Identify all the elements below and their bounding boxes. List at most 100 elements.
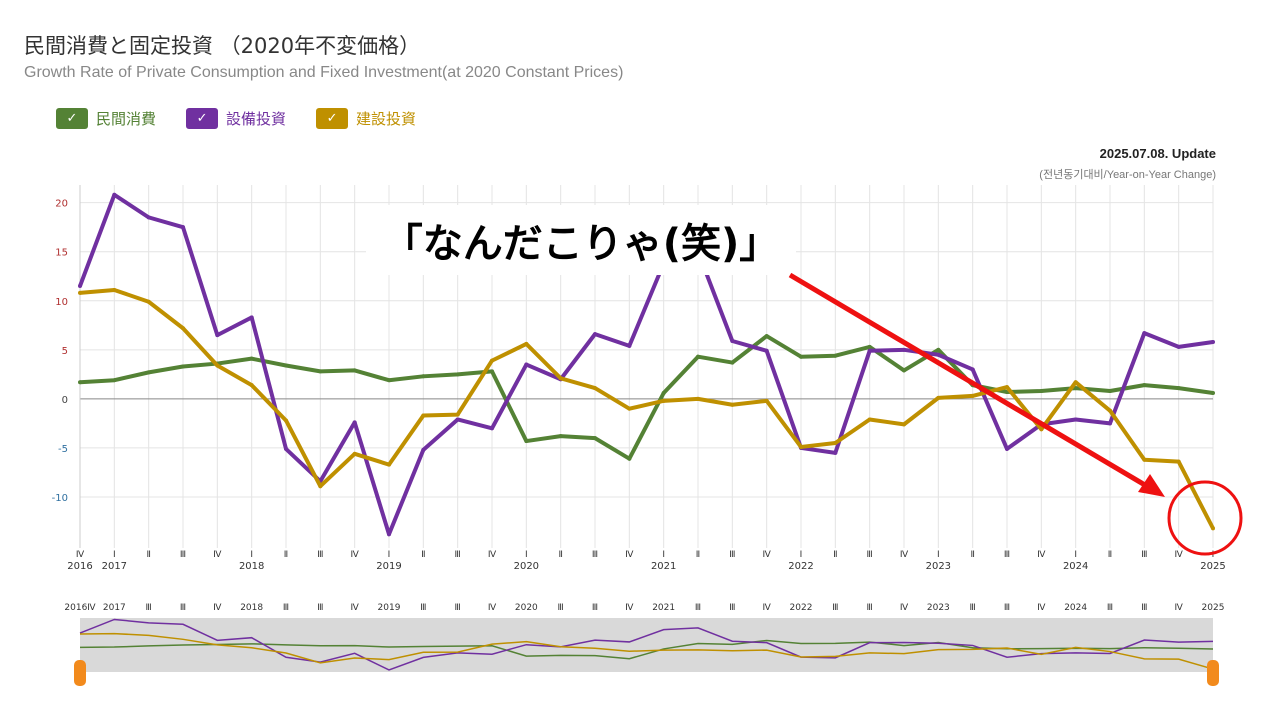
navigator-handle-left[interactable] — [74, 660, 86, 686]
data-point — [970, 383, 975, 388]
data-point — [249, 315, 254, 320]
data-point — [1108, 408, 1112, 413]
legend-label: 設備投資 — [226, 110, 287, 128]
data-point — [524, 362, 529, 367]
x-tick-quarter: Ⅱ — [696, 550, 700, 560]
data-point — [867, 348, 872, 353]
data-point — [936, 395, 941, 400]
x-tick-year: 2024 — [1063, 561, 1088, 572]
x-tick-quarter: Ⅰ — [937, 550, 940, 560]
navigator-label: Ⅲ — [729, 603, 735, 613]
navigator-label: Ⅳ — [625, 603, 634, 613]
navigator-label: Ⅳ — [1175, 603, 1184, 613]
x-tick-quarter: Ⅰ — [662, 550, 665, 560]
navigator-label: Ⅲ — [146, 603, 152, 613]
data-point — [455, 412, 460, 417]
data-point — [78, 284, 82, 289]
checkbox-icon[interactable]: ✓ — [316, 108, 349, 129]
data-point — [78, 290, 82, 295]
data-point — [387, 462, 391, 467]
x-tick-quarter: Ⅳ — [763, 550, 772, 560]
data-point — [1108, 389, 1112, 394]
navigator-label: Ⅲ — [455, 603, 461, 613]
navigator-label: Ⅲ — [317, 603, 323, 613]
x-tick-year: 2018 — [239, 561, 264, 572]
navigator-series-consumption — [79, 639, 1214, 660]
data-point — [970, 393, 975, 398]
x-tick-quarter: Ⅲ — [317, 550, 323, 560]
data-point — [284, 363, 288, 368]
x-tick-quarter: Ⅲ — [729, 550, 735, 560]
navigator-label: Ⅲ — [558, 603, 564, 613]
navigator-label: 2019 — [378, 603, 401, 613]
data-point — [490, 358, 494, 363]
y-tick-label: 10 — [55, 297, 68, 308]
x-tick-year: 2020 — [514, 561, 539, 572]
legend-label: 民間消費 — [96, 110, 157, 128]
navigator-label: 2021 — [652, 603, 675, 613]
navigator-label: Ⅲ — [420, 603, 426, 613]
unit-note: (전년동기대비/Year-on-Year Change) — [1039, 169, 1216, 181]
data-point — [1073, 417, 1078, 422]
navigator-label: 2023 — [927, 603, 950, 613]
x-tick-quarter: Ⅳ — [76, 550, 85, 560]
data-point — [902, 422, 906, 427]
data-point — [833, 353, 838, 358]
navigator-label: Ⅲ — [970, 603, 976, 613]
data-point — [1073, 380, 1078, 385]
legend-item-construction[interactable]: ✓ 建設投資 — [316, 108, 416, 129]
y-tick-label: 5 — [62, 346, 68, 357]
checkbox-icon[interactable]: ✓ — [56, 108, 88, 129]
data-point — [352, 420, 357, 425]
data-point — [730, 360, 735, 365]
data-point — [696, 396, 700, 401]
data-point — [78, 380, 82, 385]
x-tick-quarter: Ⅱ — [1108, 550, 1112, 560]
x-tick-quarter: Ⅰ — [800, 550, 803, 560]
legend-item-consumption[interactable]: ✓ 民間消費 — [56, 108, 156, 129]
data-point — [902, 368, 906, 373]
data-point — [1108, 421, 1112, 426]
data-point — [661, 390, 666, 395]
data-point — [112, 192, 117, 197]
data-point — [215, 333, 220, 338]
data-point — [799, 354, 803, 359]
data-point — [696, 354, 700, 359]
data-point — [146, 215, 151, 220]
x-tick-quarter: Ⅰ — [1212, 550, 1215, 560]
annotation-callout: 「なんだこりゃ(笑)」 — [366, 205, 796, 275]
navigator-label: 2018 — [240, 603, 263, 613]
data-point — [524, 341, 529, 346]
x-tick-quarter: Ⅱ — [284, 550, 288, 560]
x-tick-quarter: Ⅱ — [146, 550, 150, 560]
data-point — [421, 413, 426, 418]
checkbox-icon[interactable]: ✓ — [186, 108, 219, 129]
navigator-label: 2022 — [790, 603, 813, 613]
navigator-handle-right[interactable] — [1207, 660, 1219, 686]
navigator-label: Ⅲ — [867, 603, 873, 613]
x-tick-quarter: Ⅰ — [388, 550, 391, 560]
navigator-label: Ⅲ — [695, 603, 701, 613]
legend-item-equipment[interactable]: ✓ 設備投資 — [186, 108, 286, 129]
data-point — [387, 532, 391, 537]
data-point — [112, 287, 117, 292]
y-tick-label: -10 — [52, 493, 68, 504]
x-tick-year: 2025 — [1200, 561, 1225, 572]
data-point — [1176, 459, 1181, 464]
navigator-label: Ⅳ — [763, 603, 772, 613]
navigator-label: Ⅲ — [1004, 603, 1010, 613]
navigator-label: Ⅳ — [351, 603, 360, 613]
x-tick-quarter: Ⅱ — [421, 550, 425, 560]
data-point — [1211, 526, 1215, 531]
series-line-construction — [79, 287, 1215, 530]
page-title: 民間消費と固定投資 （2020年不変価格） — [24, 34, 421, 58]
data-point — [764, 398, 769, 403]
data-point — [627, 456, 632, 461]
data-point — [181, 326, 185, 331]
data-point — [284, 446, 288, 451]
data-point — [1142, 457, 1147, 462]
x-tick-quarter: Ⅳ — [625, 550, 634, 560]
data-point — [1142, 383, 1147, 388]
x-tick-quarter: Ⅳ — [351, 550, 360, 560]
data-point — [627, 343, 632, 348]
